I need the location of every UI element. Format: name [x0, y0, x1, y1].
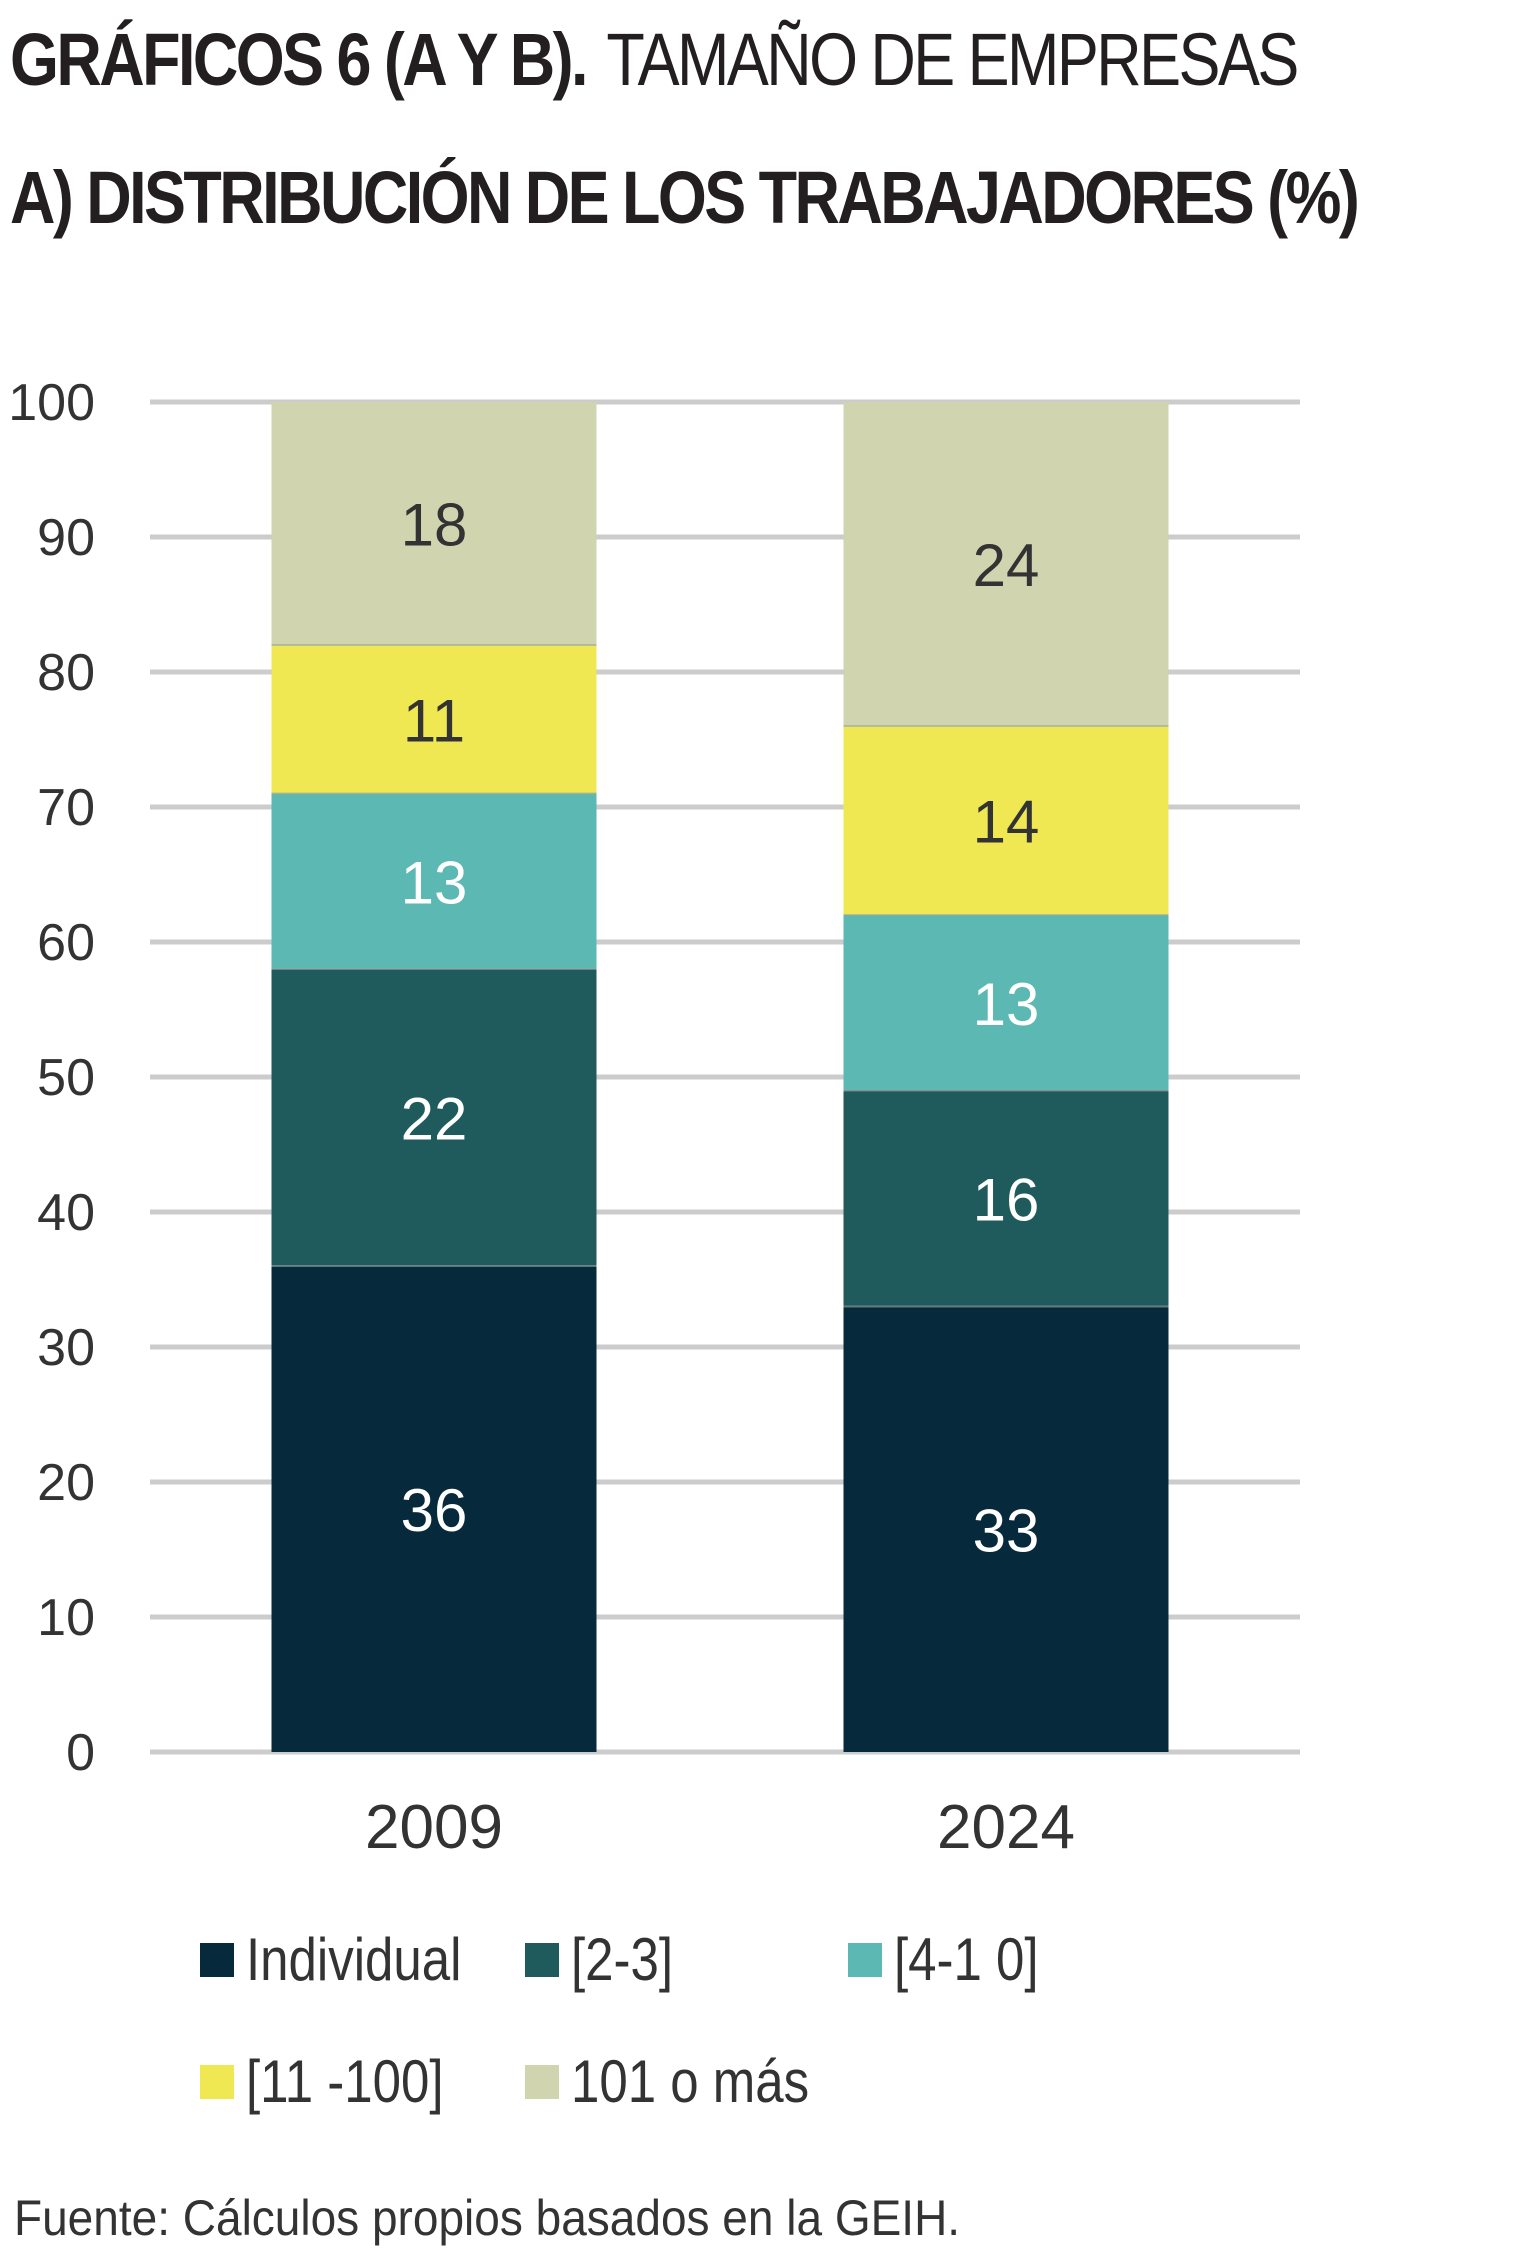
x-axis-tick-labels: 2009 2024: [365, 1793, 1075, 1862]
y-tick-label: 30: [37, 1319, 95, 1377]
chart-title-light: TAMAÑO DE EMPRESAS: [606, 18, 1299, 101]
x-tick-label: 2009: [365, 1793, 503, 1862]
y-tick-label: 60: [37, 914, 95, 972]
bar-segment: [843, 402, 1169, 726]
legend-swatch-11-100: [200, 2065, 234, 2099]
legend-swatch-2-3: [525, 1943, 559, 1977]
y-tick-label: 0: [66, 1724, 95, 1782]
chart-title: GRÁFICOS 6 (A Y B). TAMAÑO DE EMPRESAS: [10, 10, 1299, 110]
legend-item-2-3: [2-3]: [525, 1925, 691, 1995]
bar-segment: [843, 1306, 1169, 1752]
y-tick-label: 40: [37, 1184, 95, 1242]
data-label: 24: [973, 532, 1040, 599]
source-note: Fuente: Cálculos propios basados en la G…: [14, 2190, 961, 2246]
legend-label-2-3: [2-3]: [571, 1926, 674, 1993]
y-tick-label: 80: [37, 644, 95, 702]
bar-segment: [271, 969, 597, 1266]
bar-segment: [271, 402, 597, 645]
bar-segment: [271, 1266, 597, 1752]
bars: [271, 402, 1169, 1752]
legend-item-11-100: [11 -100]: [200, 2047, 478, 2117]
legend-item-101-o-mas: 101 o más: [525, 2047, 851, 2117]
legend-label-11-100: [11 -100]: [246, 2048, 444, 2115]
chart-title-bold: GRÁFICOS 6 (A Y B).: [10, 18, 589, 101]
data-label: 11: [403, 687, 465, 754]
legend-item-individual: Individual: [200, 1925, 500, 1995]
bar-segment: [843, 915, 1169, 1091]
y-tick-label: 100: [8, 374, 95, 432]
chart-subtitle: A) DISTRIBUCIÓN DE LOS TRABAJADORES (%): [10, 156, 1360, 239]
legend-label-individual: Individual: [246, 1926, 462, 1993]
y-tick-label: 50: [37, 1049, 95, 1107]
y-tick-label: 70: [37, 779, 95, 837]
legend-swatch-individual: [200, 1943, 234, 1977]
data-label: 14: [973, 789, 1040, 856]
bar-segment: [843, 726, 1169, 915]
legend-swatch-4-10: [848, 1943, 882, 1977]
legend-item-4-10: [4-1 0]: [848, 1925, 1064, 1995]
bar-data-labels: 36 22 13 11 18 33 16 13 14 24: [401, 492, 1040, 1565]
x-tick-label: 2024: [937, 1793, 1075, 1862]
data-label: 22: [401, 1086, 468, 1153]
y-tick-label: 10: [37, 1589, 95, 1647]
data-label: 13: [401, 849, 468, 916]
bar-segment: [271, 645, 597, 794]
data-label: 33: [973, 1497, 1040, 1564]
legend-label-101-o-mas: 101 o más: [571, 2048, 810, 2115]
bar-segment: [843, 1090, 1169, 1307]
y-tick-label: 90: [37, 509, 95, 567]
data-label: 13: [973, 971, 1040, 1038]
data-label: 36: [401, 1477, 468, 1544]
y-tick-label: 20: [37, 1454, 95, 1512]
data-label: 16: [973, 1167, 1040, 1234]
bar-segment: [271, 793, 597, 969]
legend-swatch-101-o-mas: [525, 2065, 559, 2099]
y-axis-tick-labels: 0 10 20 30 40 50 60 70 80 90 100: [8, 374, 95, 1782]
stacked-bar-chart: 0 10 20 30 40 50 60 70 80 90 100 36 22 13 11 18 33 16 13 1…: [8, 374, 1300, 1862]
legend-label-4-10: [4-1 0]: [894, 1926, 1039, 1993]
chart-legend: Individual [2-3] [4-1 0] [11 -100] 101 o…: [200, 1925, 1400, 2185]
data-label: 18: [401, 492, 468, 559]
